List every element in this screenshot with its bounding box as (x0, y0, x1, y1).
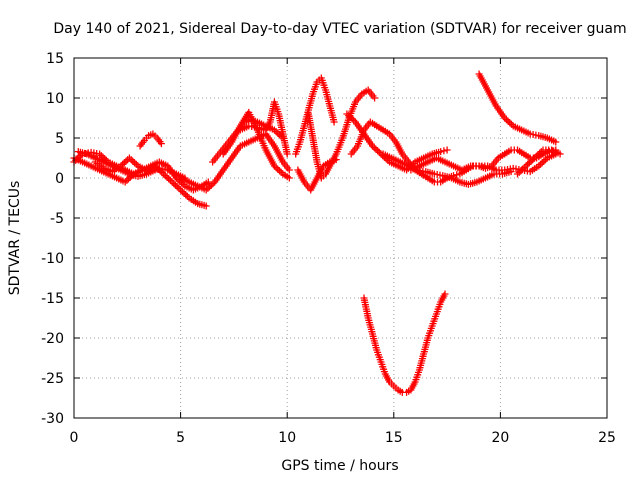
data-marker-trace (407, 150, 560, 176)
x-tick-label: 0 (70, 430, 79, 446)
y-tick-label: -25 (41, 371, 64, 387)
x-tick-label: 10 (278, 430, 296, 446)
data-marker-trace (360, 290, 449, 396)
series-track-03 (91, 154, 210, 210)
x-axis-label: GPS time / hours (281, 458, 398, 474)
y-tick-label: -15 (41, 291, 64, 307)
series-track-19 (360, 290, 449, 396)
data-marker-trace (305, 86, 379, 182)
x-tick-label: 25 (598, 430, 616, 446)
y-tick-label: -5 (50, 211, 64, 227)
grid (74, 58, 607, 418)
x-tick-label: 5 (176, 430, 185, 446)
series-track-12 (305, 86, 379, 182)
y-tick-label: -20 (41, 331, 64, 347)
data-marker-trace (91, 154, 210, 210)
series-track-17 (475, 70, 560, 146)
data-marker-trace (236, 98, 291, 158)
data-marker-trace (514, 146, 564, 178)
series-track-15 (379, 150, 515, 188)
data-marker-trace (379, 150, 515, 188)
x-tick-label: 15 (385, 430, 403, 446)
y-tick-label: 5 (55, 131, 64, 147)
y-tick-label: 10 (46, 91, 64, 107)
y-tick-label: 15 (46, 51, 64, 67)
data-marker-trace (74, 148, 159, 180)
y-tick-label: -10 (41, 251, 64, 267)
axis-ticks: 0 5 10 15 20 25 15 10 5 0 -5 -10 -15 -20 -25 -30 (41, 51, 616, 446)
chart-title: Day 140 of 2021, Sidereal Day-to-day VTE… (53, 21, 626, 37)
series-track-09 (236, 98, 291, 158)
data-markers (70, 70, 564, 396)
data-marker-trace (475, 70, 560, 146)
series-track-05 (136, 130, 165, 150)
plot-frame (73, 57, 608, 419)
series-track-18 (514, 146, 564, 178)
x-tick-label: 20 (491, 430, 509, 446)
series-track-16 (407, 150, 560, 176)
data-marker-trace (136, 130, 165, 150)
series-track-04 (74, 148, 159, 180)
y-axis-label: SDTVAR / TECUs (7, 181, 23, 296)
y-tick-label: 0 (55, 171, 64, 187)
y-tick-label: -30 (41, 411, 64, 427)
